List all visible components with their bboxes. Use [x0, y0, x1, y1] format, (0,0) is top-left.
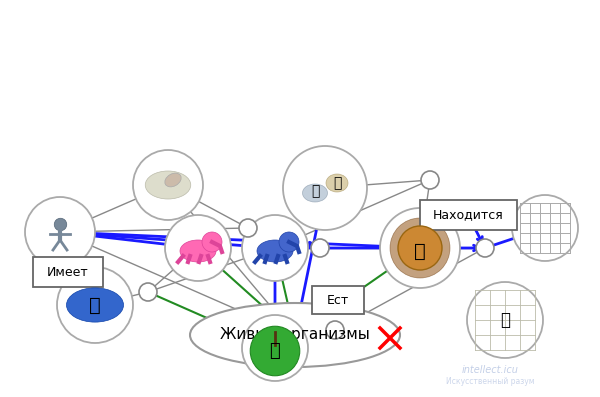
Circle shape	[202, 232, 222, 252]
Ellipse shape	[326, 174, 348, 192]
Circle shape	[311, 239, 329, 257]
Ellipse shape	[180, 240, 216, 262]
Circle shape	[512, 195, 578, 261]
Text: 🦁: 🦁	[333, 176, 341, 190]
Text: intellect.icu: intellect.icu	[461, 365, 518, 375]
Circle shape	[242, 315, 308, 381]
Ellipse shape	[145, 171, 191, 199]
Text: Искусственный разум: Искусственный разум	[446, 378, 535, 387]
Circle shape	[283, 146, 367, 230]
Text: Находится: Находится	[433, 208, 503, 222]
Circle shape	[467, 282, 543, 358]
Text: Имеет: Имеет	[47, 266, 89, 279]
Circle shape	[139, 283, 157, 301]
Circle shape	[57, 267, 133, 343]
Ellipse shape	[190, 303, 400, 367]
Ellipse shape	[67, 288, 124, 322]
Circle shape	[133, 150, 203, 220]
Circle shape	[165, 215, 231, 281]
Text: 🐬: 🐬	[89, 295, 101, 314]
FancyBboxPatch shape	[33, 257, 103, 287]
Text: Ест: Ест	[327, 293, 349, 306]
Ellipse shape	[165, 173, 181, 187]
Circle shape	[326, 321, 344, 339]
Circle shape	[390, 218, 450, 278]
Text: Живые организмы: Живые организмы	[220, 328, 370, 343]
Circle shape	[380, 208, 460, 288]
Text: 🐘: 🐘	[311, 184, 319, 198]
Circle shape	[398, 226, 442, 270]
Circle shape	[242, 215, 308, 281]
Text: 🦁: 🦁	[414, 241, 426, 260]
Circle shape	[476, 239, 494, 257]
Text: 🦁: 🦁	[500, 311, 510, 329]
Text: 🍎: 🍎	[269, 342, 280, 360]
Circle shape	[25, 197, 95, 267]
FancyBboxPatch shape	[419, 200, 517, 230]
Circle shape	[239, 219, 257, 237]
Circle shape	[250, 326, 300, 376]
Circle shape	[279, 232, 299, 252]
FancyBboxPatch shape	[312, 286, 364, 314]
Ellipse shape	[302, 184, 328, 202]
Circle shape	[421, 171, 439, 189]
Ellipse shape	[257, 240, 293, 262]
